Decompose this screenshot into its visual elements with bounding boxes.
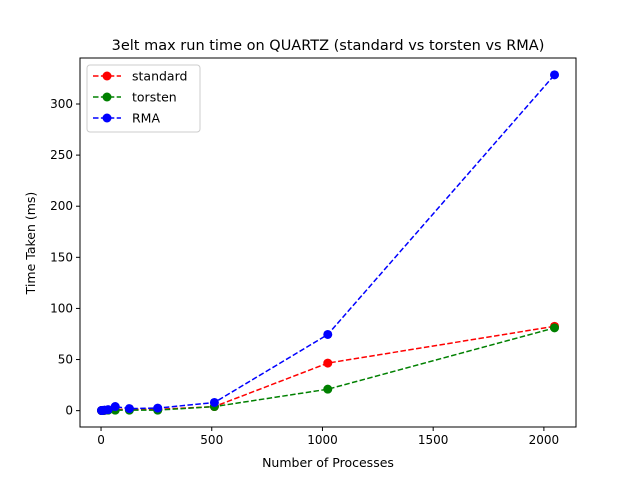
legend-marker <box>102 113 112 123</box>
y-tick-label: 100 <box>50 301 73 315</box>
data-point-rma <box>110 402 120 412</box>
y-axis-label: Time Taken (ms) <box>23 192 38 296</box>
data-point-rma <box>209 397 219 407</box>
data-point-rma <box>550 70 560 80</box>
legend-item-standard: standard <box>93 69 187 84</box>
y-tick-label: 300 <box>50 97 73 111</box>
legend-label: torsten <box>132 90 177 105</box>
y-tick-label: 250 <box>50 148 73 162</box>
y-tick-label: 50 <box>58 353 73 367</box>
ticks: 0 500 1000 1500 2000 0 50 100 150 200 250 300 <box>50 97 559 447</box>
x-tick-label: 500 <box>200 433 223 447</box>
y-tick-label: 150 <box>50 250 73 264</box>
y-tick-label: 0 <box>65 404 73 418</box>
x-tick-label: 1500 <box>418 433 449 447</box>
chart-title: 3elt max run time on QUARTZ (standard vs… <box>112 38 545 54</box>
plot-area <box>96 70 560 416</box>
data-point-rma <box>124 404 134 414</box>
legend-box <box>86 64 201 133</box>
legend-marker <box>102 92 112 102</box>
x-tick-label: 1000 <box>307 433 338 447</box>
x-tick-label: 0 <box>97 433 105 447</box>
data-point-torsten <box>550 323 560 333</box>
legend-label: standard <box>132 69 187 84</box>
x-axis-label: Number of Processes <box>262 455 394 470</box>
axes-frame <box>79 57 577 428</box>
legend: standard torsten RMA <box>86 64 201 133</box>
legend-item-torsten: torsten <box>93 90 177 105</box>
data-point-standard <box>323 358 333 368</box>
data-point-torsten <box>323 384 333 394</box>
data-point-rma <box>103 405 113 415</box>
series-line-torsten <box>101 327 555 412</box>
legend-marker <box>102 71 112 81</box>
data-point-rma <box>153 403 163 413</box>
data-point-rma <box>323 329 333 339</box>
legend-label: RMA <box>132 111 160 126</box>
x-tick-label: 2000 <box>529 433 560 447</box>
legend-item-rma: RMA <box>93 111 160 126</box>
y-tick-label: 200 <box>50 199 73 213</box>
